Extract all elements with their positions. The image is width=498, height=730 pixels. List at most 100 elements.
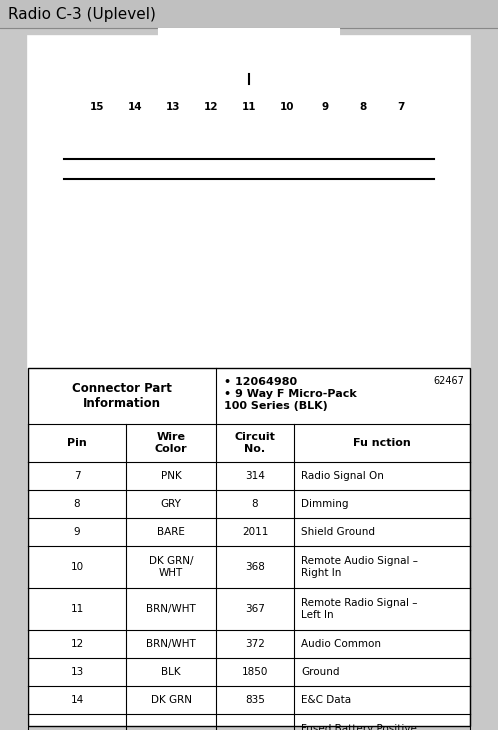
Bar xyxy=(315,130,323,152)
Bar xyxy=(87,130,95,152)
Bar xyxy=(97,179,127,201)
Bar xyxy=(194,92,228,122)
Text: Connector Part
Information: Connector Part Information xyxy=(72,382,172,410)
Bar xyxy=(163,130,171,152)
Text: Shield Ground: Shield Ground xyxy=(301,527,375,537)
Bar xyxy=(208,78,245,80)
Text: BLK: BLK xyxy=(161,667,181,677)
Text: Dimming: Dimming xyxy=(301,499,349,509)
Text: Circuit
No.: Circuit No. xyxy=(235,432,275,454)
Text: Ground: Ground xyxy=(301,667,340,677)
Text: 12: 12 xyxy=(70,639,84,649)
Text: 7: 7 xyxy=(74,471,80,481)
Bar xyxy=(64,84,434,179)
Bar xyxy=(277,130,285,152)
Bar xyxy=(197,127,225,155)
Bar xyxy=(201,130,209,152)
Text: 12: 12 xyxy=(204,102,218,112)
Bar xyxy=(125,130,133,152)
Text: Audio Common: Audio Common xyxy=(301,639,381,649)
Text: 8: 8 xyxy=(74,499,80,509)
Bar xyxy=(391,130,399,152)
Text: 13: 13 xyxy=(70,667,84,677)
Text: Fused Battery Positive
Voltage: Fused Battery Positive Voltage xyxy=(301,724,417,730)
Bar xyxy=(67,64,109,84)
Bar xyxy=(349,127,377,155)
Text: 367: 367 xyxy=(245,604,265,614)
Text: Pin: Pin xyxy=(67,438,87,448)
Text: PNK: PNK xyxy=(161,471,181,481)
Text: Remote Radio Signal –
Left In: Remote Radio Signal – Left In xyxy=(301,598,417,620)
Bar xyxy=(261,35,333,68)
Bar xyxy=(327,179,357,201)
Bar xyxy=(83,127,111,155)
Bar xyxy=(327,130,335,152)
Text: • 12064980
• 9 Way F Micro-Pack
100 Series (BLK): • 12064980 • 9 Way F Micro-Pack 100 Seri… xyxy=(224,377,357,410)
Bar xyxy=(0,0,498,28)
Text: Fu nction: Fu nction xyxy=(353,438,411,448)
Bar xyxy=(311,127,339,155)
Bar xyxy=(159,127,187,155)
Text: 7: 7 xyxy=(397,102,405,112)
Text: 62467: 62467 xyxy=(433,376,464,386)
Text: 8: 8 xyxy=(251,499,258,509)
Bar xyxy=(384,92,418,122)
Text: 14: 14 xyxy=(127,102,142,112)
Bar xyxy=(175,130,183,152)
Text: Remote Audio Signal –
Right In: Remote Audio Signal – Right In xyxy=(301,556,418,578)
Bar xyxy=(253,78,290,80)
Text: DK GRN/
WHT: DK GRN/ WHT xyxy=(149,556,193,578)
Bar xyxy=(103,186,121,201)
Text: 11: 11 xyxy=(242,102,256,112)
Bar xyxy=(289,130,297,152)
Bar xyxy=(99,130,107,152)
Bar xyxy=(28,36,470,726)
Text: 9: 9 xyxy=(321,102,329,112)
Bar xyxy=(387,127,415,155)
Bar xyxy=(165,35,237,68)
Text: GRY: GRY xyxy=(160,499,181,509)
Text: 10: 10 xyxy=(280,102,294,112)
Bar xyxy=(314,64,356,84)
Bar xyxy=(121,127,149,155)
Bar xyxy=(308,92,342,122)
Text: 11: 11 xyxy=(70,604,84,614)
Text: 314: 314 xyxy=(245,471,265,481)
Text: 14: 14 xyxy=(70,695,84,705)
Text: 13: 13 xyxy=(166,102,180,112)
Bar xyxy=(403,130,411,152)
Text: 1850: 1850 xyxy=(242,667,268,677)
Bar xyxy=(213,130,221,152)
Bar xyxy=(239,130,247,152)
Bar xyxy=(28,368,470,726)
Text: DK GRN: DK GRN xyxy=(150,695,192,705)
Bar xyxy=(353,130,361,152)
Bar xyxy=(118,92,152,122)
Text: 9: 9 xyxy=(74,527,80,537)
Text: BRN/WHT: BRN/WHT xyxy=(146,604,196,614)
Bar xyxy=(346,92,380,122)
Bar xyxy=(204,74,294,84)
Text: 835: 835 xyxy=(245,695,265,705)
Bar xyxy=(333,186,351,201)
Text: BARE: BARE xyxy=(157,527,185,537)
Text: Radio Signal On: Radio Signal On xyxy=(301,471,384,481)
Bar xyxy=(365,130,373,152)
Text: Wire
Color: Wire Color xyxy=(155,432,187,454)
Bar xyxy=(80,92,114,122)
Text: E&C Data: E&C Data xyxy=(301,695,351,705)
Bar xyxy=(107,64,148,84)
Bar xyxy=(251,130,259,152)
Text: 368: 368 xyxy=(245,562,265,572)
Text: 2011: 2011 xyxy=(242,527,268,537)
Bar xyxy=(273,127,301,155)
Text: 10: 10 xyxy=(70,562,84,572)
Bar xyxy=(137,130,145,152)
Bar xyxy=(232,92,266,122)
Text: 8: 8 xyxy=(360,102,367,112)
Bar xyxy=(159,29,339,74)
Text: 15: 15 xyxy=(90,102,104,112)
Bar xyxy=(235,127,263,155)
Text: Radio C-3 (Uplevel): Radio C-3 (Uplevel) xyxy=(8,7,156,21)
Text: BRN/WHT: BRN/WHT xyxy=(146,639,196,649)
